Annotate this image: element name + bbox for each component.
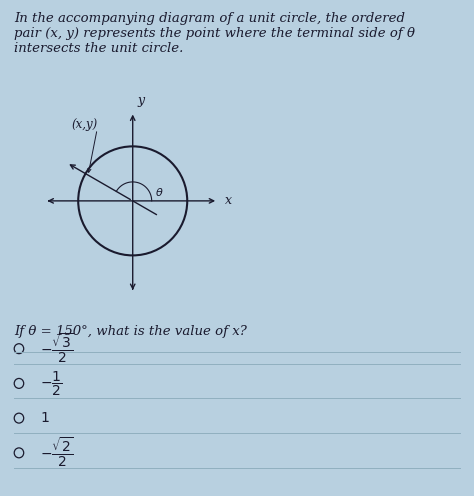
Text: (x,y): (x,y) — [71, 118, 97, 130]
Text: $-\dfrac{\sqrt{2}}{2}$: $-\dfrac{\sqrt{2}}{2}$ — [40, 436, 74, 469]
Text: $-\dfrac{\sqrt{3}}{2}$: $-\dfrac{\sqrt{3}}{2}$ — [40, 332, 74, 365]
Text: intersects the unit circle.: intersects the unit circle. — [14, 42, 183, 55]
Text: pair (x, y) represents the point where the terminal side of θ: pair (x, y) represents the point where t… — [14, 27, 415, 40]
Text: $\theta$: $\theta$ — [155, 186, 164, 198]
Text: x: x — [225, 194, 232, 207]
Text: In the accompanying diagram of a unit circle, the ordered: In the accompanying diagram of a unit ci… — [14, 12, 405, 25]
Text: $-\dfrac{1}{2}$: $-\dfrac{1}{2}$ — [40, 369, 63, 398]
Text: y: y — [137, 94, 145, 107]
Text: $1$: $1$ — [40, 411, 50, 425]
Text: If θ = 150°, what is the value of x?: If θ = 150°, what is the value of x? — [14, 325, 247, 338]
